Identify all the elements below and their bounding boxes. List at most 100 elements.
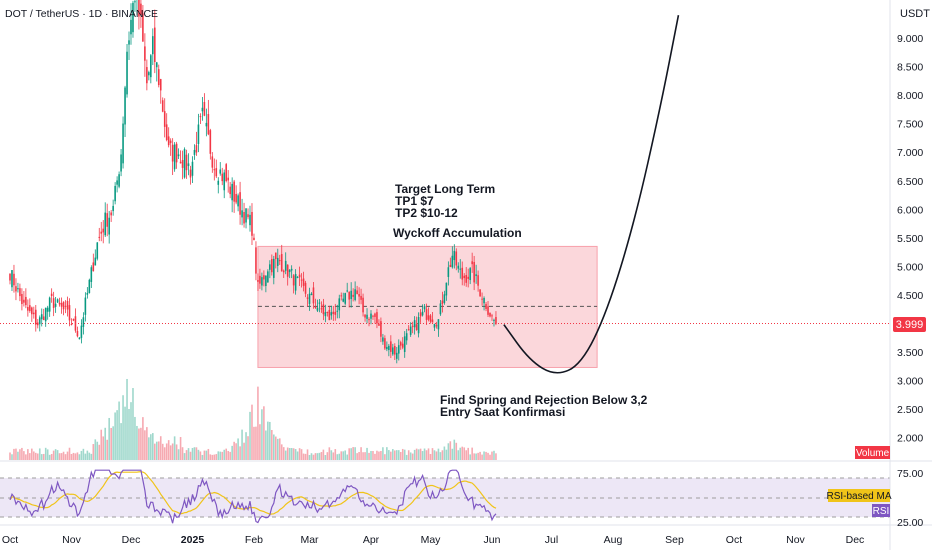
- candle-body: [392, 347, 394, 355]
- candle-body: [98, 236, 101, 238]
- volume-bar: [479, 451, 481, 460]
- volume-bar: [435, 451, 438, 460]
- candle-body: [23, 299, 25, 303]
- candle-body: [108, 217, 110, 235]
- candle-body: [407, 329, 410, 331]
- volume-bar: [94, 439, 97, 460]
- volume-bar: [11, 454, 13, 460]
- price-tick-label: 5.500: [897, 233, 923, 245]
- candle-body: [491, 315, 493, 317]
- volume-bar: [142, 417, 144, 460]
- spring-annotation[interactable]: Find Spring and Rejection Below 3,2 Entr…: [440, 393, 648, 419]
- candle-body: [213, 169, 216, 171]
- candle-body: [358, 293, 360, 297]
- volume-bar: [161, 443, 164, 460]
- time-tick-label: Nov: [786, 534, 805, 546]
- candle-body: [330, 312, 333, 316]
- accumulation-box[interactable]: [257, 245, 598, 368]
- volume-bar: [378, 451, 380, 460]
- candle-body: [13, 273, 15, 286]
- volume-bar: [54, 449, 57, 460]
- volume-bar: [130, 402, 132, 460]
- time-tick-label: Sep: [665, 534, 684, 546]
- volume-bar: [72, 452, 75, 460]
- time-tick-label: Oct: [2, 534, 18, 546]
- candle-body: [211, 156, 214, 168]
- volume-bar: [189, 451, 192, 460]
- volume-bar: [386, 447, 388, 460]
- volume-bar: [42, 453, 45, 460]
- candle-body: [163, 111, 166, 127]
- candle-body: [152, 36, 154, 55]
- time-tick-label: Dec: [846, 534, 865, 546]
- candle-body: [138, 0, 140, 17]
- volume-bar: [150, 434, 152, 460]
- rsi-pane[interactable]: [0, 477, 890, 518]
- candle-body: [280, 254, 283, 272]
- candle-body: [48, 297, 51, 312]
- candle-body: [58, 302, 61, 305]
- time-axis[interactable]: Oct Nov Dec 2025 Feb Mar Apr May Jun Jul Aug Sep Oct…: [2, 534, 864, 546]
- candle-body: [34, 309, 37, 325]
- volume-bar: [336, 454, 339, 460]
- currency-label[interactable]: USDT: [900, 8, 930, 20]
- candle-body: [50, 293, 53, 297]
- candle-body: [126, 51, 128, 95]
- volume-bar: [207, 448, 210, 460]
- candle-body: [142, 13, 144, 42]
- candle-body: [106, 213, 108, 227]
- volume-bar: [447, 443, 450, 460]
- candle-body: [493, 319, 495, 321]
- volume-bar: [431, 448, 434, 460]
- volume-bar: [483, 451, 485, 460]
- volume-bar: [171, 443, 174, 460]
- candle-body: [27, 307, 29, 311]
- volume-bar: [457, 450, 460, 460]
- candle-body: [54, 303, 57, 307]
- candle-body: [76, 330, 79, 337]
- candle-body: [259, 275, 261, 284]
- volume-bar: [354, 447, 356, 460]
- candle-body: [183, 149, 186, 178]
- volume-bar: [181, 447, 184, 460]
- target-annotation[interactable]: Target Long Term TP1 $7 TP2 $10-12: [395, 182, 495, 220]
- candle-body: [227, 177, 229, 181]
- volume-bar: [148, 437, 150, 460]
- time-tick-label: Mar: [300, 534, 319, 546]
- time-tick-label: Feb: [245, 534, 263, 546]
- volume-bar: [23, 451, 25, 460]
- rsi-label: RSI: [873, 506, 890, 517]
- volume-bar: [66, 451, 69, 460]
- projection-curve[interactable]: [503, 15, 680, 374]
- rsi-ma-label: RSI-based MA: [826, 491, 891, 502]
- volume-bar: [417, 449, 420, 460]
- volume-bar: [342, 451, 345, 460]
- volume-bar: [185, 450, 188, 460]
- candle-body: [318, 302, 321, 304]
- volume-bar: [70, 453, 73, 460]
- volume-bar: [481, 454, 483, 460]
- volume-bar: [473, 453, 475, 460]
- volume-bar: [350, 448, 352, 460]
- volume-bar: [29, 453, 31, 460]
- candle-body: [78, 337, 81, 340]
- candles[interactable]: [9, 0, 497, 364]
- volume-badge: [855, 446, 890, 459]
- candle-body: [233, 181, 235, 202]
- candle-body: [191, 161, 194, 176]
- candle-body: [310, 293, 313, 296]
- volume-bar: [56, 450, 59, 460]
- volume-bar: [177, 449, 180, 460]
- candle-body: [132, 2, 134, 33]
- symbol-title[interactable]: DOT / TetherUS · 1D · BINANCE: [5, 8, 158, 20]
- candle-body: [155, 62, 158, 68]
- volume-bar: [475, 453, 477, 460]
- wyckoff-label[interactable]: Wyckoff Accumulation: [393, 226, 522, 240]
- candle-body: [263, 275, 265, 280]
- volume-bar: [211, 454, 214, 460]
- volume-bar: [463, 447, 466, 460]
- candle-body: [21, 293, 23, 305]
- volume-bar: [165, 443, 168, 460]
- volume-bar: [138, 428, 140, 460]
